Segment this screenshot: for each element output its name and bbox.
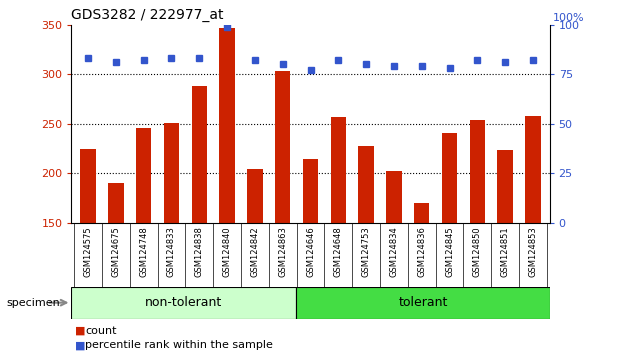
Text: GSM124833: GSM124833 [167, 226, 176, 277]
Bar [108, 183, 124, 223]
Text: GSM124838: GSM124838 [195, 226, 204, 277]
Text: 100%: 100% [553, 13, 584, 23]
Bar [296, 287, 550, 319]
Bar [303, 159, 318, 223]
Text: GSM124836: GSM124836 [417, 226, 426, 277]
Bar [414, 203, 429, 223]
Text: GDS3282 / 222977_at: GDS3282 / 222977_at [71, 8, 224, 22]
Bar [330, 117, 346, 223]
Text: non-tolerant: non-tolerant [145, 296, 222, 309]
Text: specimen: specimen [6, 298, 60, 308]
Text: GSM124851: GSM124851 [501, 226, 510, 277]
Text: tolerant: tolerant [398, 296, 448, 309]
Text: percentile rank within the sample: percentile rank within the sample [85, 340, 273, 350]
Text: GSM124850: GSM124850 [473, 226, 482, 277]
Text: GSM124575: GSM124575 [84, 226, 93, 277]
Bar [358, 146, 374, 223]
Bar [81, 149, 96, 223]
Text: ■: ■ [75, 326, 85, 336]
Text: GSM124646: GSM124646 [306, 226, 315, 277]
Bar [164, 123, 179, 223]
Bar [275, 72, 291, 223]
Bar [469, 120, 485, 223]
Text: GSM124753: GSM124753 [361, 226, 371, 277]
Text: GSM124842: GSM124842 [250, 226, 260, 277]
Text: count: count [85, 326, 117, 336]
Text: GSM124840: GSM124840 [222, 226, 232, 277]
Bar [247, 169, 263, 223]
Text: GSM124834: GSM124834 [389, 226, 399, 277]
Bar [192, 86, 207, 223]
Text: GSM124748: GSM124748 [139, 226, 148, 277]
Bar [497, 150, 513, 223]
Text: GSM124648: GSM124648 [334, 226, 343, 277]
Bar [386, 171, 402, 223]
Bar [442, 133, 457, 223]
Bar [525, 116, 540, 223]
Text: GSM124675: GSM124675 [111, 226, 120, 277]
Bar [136, 128, 152, 223]
Bar [219, 28, 235, 223]
Text: GSM124863: GSM124863 [278, 226, 287, 277]
Text: ■: ■ [75, 340, 85, 350]
Text: GSM124853: GSM124853 [528, 226, 537, 277]
Bar [71, 287, 296, 319]
Text: GSM124845: GSM124845 [445, 226, 454, 277]
